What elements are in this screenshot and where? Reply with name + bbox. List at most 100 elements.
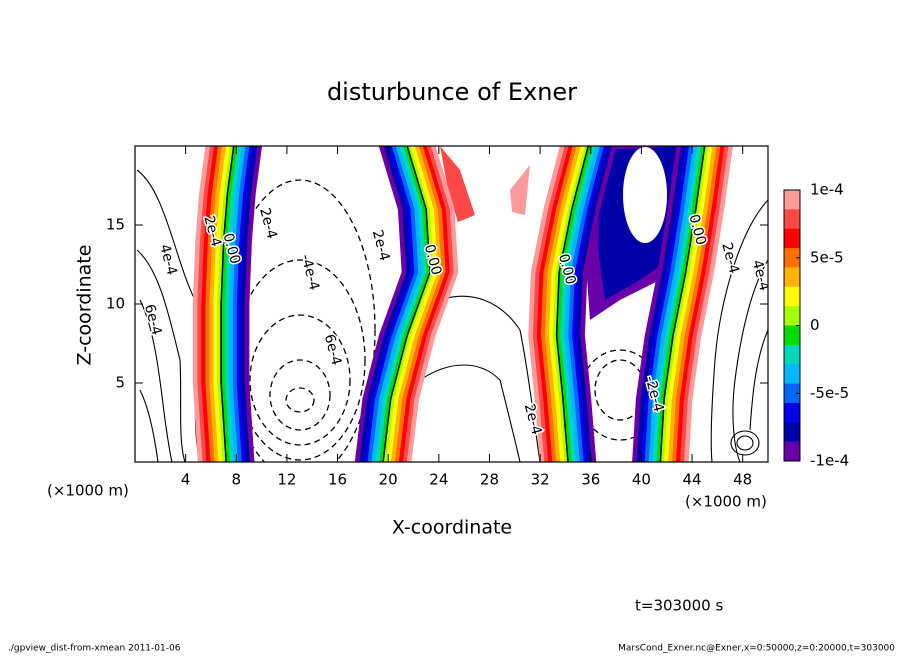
negative-band (370, 146, 423, 462)
x-tick-label: 32 (531, 471, 550, 489)
colorbar-swatch (784, 441, 800, 462)
negative-band (560, 146, 597, 462)
time-label: t=303000 s (635, 597, 723, 615)
colorbar-label: -5e-5 (810, 384, 849, 402)
x-tick-label: 4 (181, 471, 191, 489)
footer-right: MarsCond_Exner.nc@Exner,x=0:50000,z=0:20… (618, 644, 895, 654)
x-tick-label: 28 (480, 471, 499, 489)
footer-left: ./gpview_dist-from-xmean 2011-01-06 (8, 644, 181, 654)
negative-band (236, 146, 255, 462)
zero-contour (555, 146, 589, 462)
negative-band (636, 146, 685, 462)
colorbar-swatch (784, 364, 800, 385)
colorbar-swatch (784, 209, 800, 230)
negative-band (240, 146, 259, 462)
negative-hole (623, 147, 667, 243)
negative-band (652, 146, 701, 462)
negative-band (580, 146, 617, 462)
colorbar-swatch (784, 228, 800, 249)
positive-band (548, 146, 585, 462)
positive-band (192, 146, 211, 462)
positive-band (660, 146, 709, 462)
y-tick-label: 15 (106, 216, 125, 234)
chart-title: disturbunce of Exner (327, 78, 577, 106)
negative-band (220, 146, 239, 462)
positive-band (668, 146, 717, 462)
positive-band (394, 146, 447, 462)
x-tick-label: 24 (429, 471, 448, 489)
negative-band (568, 146, 605, 462)
negative-band (378, 146, 431, 462)
x-unit: (×1000 m) (685, 493, 767, 511)
negative-band (632, 146, 681, 462)
colorbar-swatch (784, 344, 800, 365)
negative-band (656, 146, 705, 462)
negative-band (244, 146, 263, 462)
y-tick-label: 10 (106, 295, 125, 313)
x-unit: (×1000 m) (47, 482, 129, 500)
colorbar-label: 0 (810, 316, 820, 334)
negative-band (374, 146, 427, 462)
colorbar-swatch (784, 248, 800, 268)
negative-band (354, 146, 407, 462)
positive-band (406, 146, 459, 462)
positive-band (196, 146, 215, 462)
negative-band (362, 146, 415, 462)
colorbar-swatch (784, 306, 800, 326)
positive-band (216, 146, 235, 462)
colorbar: 1e-4 5e-5 0 -5e-5 -1e-4 (783, 181, 849, 470)
x-axis-label: X-coordinate (392, 517, 512, 539)
x-tick-label: 44 (682, 471, 701, 489)
positive-band (544, 146, 581, 462)
positive-region (440, 146, 475, 222)
positive-region (510, 165, 530, 215)
negative-band (640, 146, 689, 462)
positive-band (672, 146, 721, 462)
positive-band (676, 146, 725, 462)
positive-band (532, 146, 569, 462)
colorbar-swatch (784, 402, 800, 423)
x-tick-label: 36 (581, 471, 600, 489)
negative-band (572, 146, 609, 462)
positive-band (684, 146, 733, 462)
positive-band (382, 146, 435, 462)
negative-band (644, 146, 693, 462)
positive-band (390, 146, 443, 462)
negative-band (358, 146, 411, 462)
negative-band (648, 146, 697, 462)
negative-band (366, 146, 419, 462)
x-tick-label: 20 (379, 471, 398, 489)
colorbar-swatch (784, 267, 800, 288)
positive-band (200, 146, 219, 462)
negative-band (564, 146, 601, 462)
colorbar-swatch (784, 286, 800, 307)
positive-band (208, 146, 227, 462)
positive-band (536, 146, 573, 462)
contour-bands (192, 146, 733, 462)
negative-band (576, 146, 613, 462)
negative-band (232, 146, 251, 462)
positive-band (204, 146, 223, 462)
x-tick-label: 8 (232, 471, 242, 489)
x-tick-label: 16 (328, 471, 347, 489)
zero-contour (382, 146, 431, 462)
negative-band (556, 146, 593, 462)
positive-band (212, 146, 231, 462)
positive-band (386, 146, 439, 462)
positive-band (680, 146, 729, 462)
negative-band (228, 146, 247, 462)
colorbar-swatch (784, 325, 800, 346)
positive-band (552, 146, 589, 462)
y-tick-label: 5 (115, 374, 125, 392)
x-tick-label: 48 (733, 471, 752, 489)
positive-band (528, 146, 565, 462)
y-axis-label: Z-coordinate (74, 245, 96, 366)
positive-band (664, 146, 713, 462)
zero-contour (659, 146, 706, 462)
positive-band (540, 146, 577, 462)
